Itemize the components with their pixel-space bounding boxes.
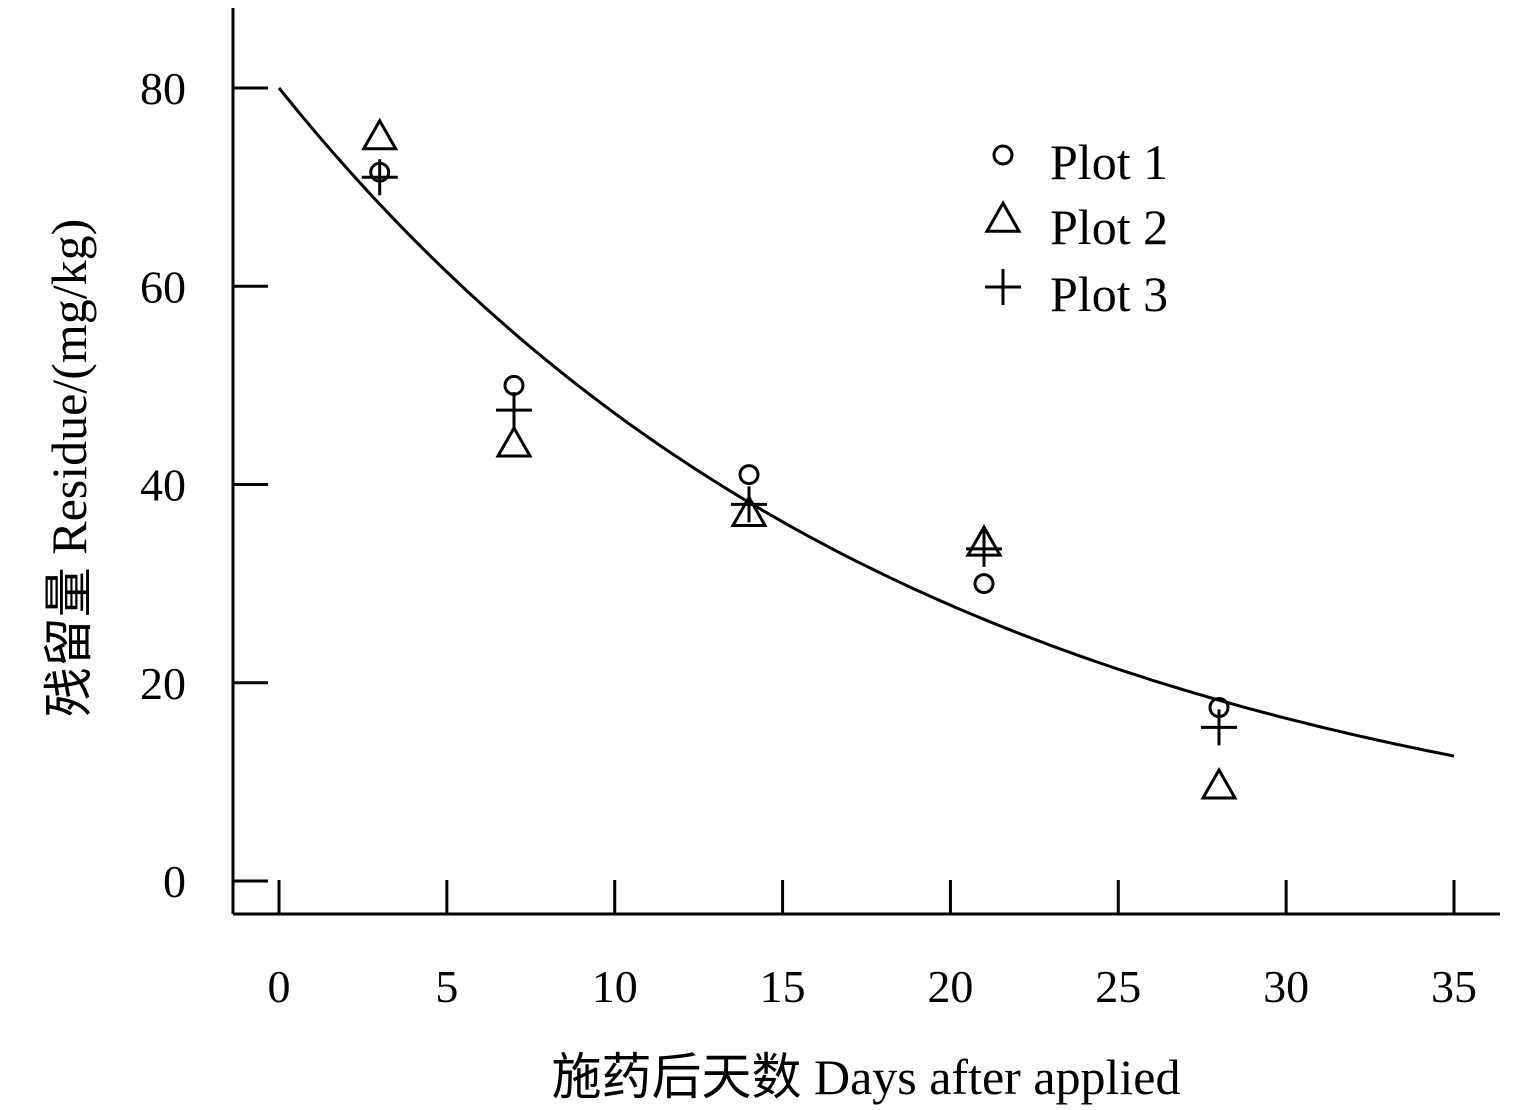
x-tick-label: 35 — [1431, 961, 1477, 1012]
plot-3-point — [496, 392, 532, 429]
y-tick-label: 80 — [140, 63, 186, 114]
x-tick-label: 30 — [1263, 961, 1309, 1012]
axes: 0 20 40 60 80 0 5 10 15 20 25 30 35 — [140, 8, 1500, 1012]
legend-label-plot-1: Plot 1 — [1050, 134, 1168, 190]
x-axis-title: 施药后天数 Days after applied — [551, 1049, 1180, 1105]
plot-1-point — [738, 464, 760, 486]
x-tick-label: 0 — [268, 961, 291, 1012]
y-axis-title: 残留量 Residue/(mg/kg) — [41, 219, 97, 718]
legend-marker-plot-2 — [984, 200, 1022, 233]
x-tick-label: 25 — [1095, 961, 1141, 1012]
x-tick-label: 15 — [760, 961, 806, 1012]
y-tick-label: 0 — [163, 856, 186, 907]
x-ticks: 0 5 10 15 20 25 30 35 — [268, 880, 1477, 1012]
plot-3-point — [361, 159, 398, 196]
plot-2-point — [730, 494, 768, 527]
fit-curve — [277, 87, 1455, 758]
plot-2-point — [495, 425, 533, 458]
y-tick-label: 20 — [140, 658, 186, 709]
y-ticks: 0 20 40 60 80 — [140, 63, 268, 907]
points-layer — [361, 117, 1238, 800]
legend-label-plot-3: Plot 3 — [1050, 266, 1168, 322]
plot-3-point — [731, 486, 767, 523]
fit-curve-layer — [277, 87, 1455, 758]
x-tick-label: 20 — [927, 961, 973, 1012]
plot-3-point — [1201, 709, 1237, 746]
plot-2-point — [361, 117, 399, 151]
plot-2-point — [1200, 767, 1238, 800]
legend-marker-plot-3 — [985, 269, 1021, 305]
legend-label-plot-2: Plot 2 — [1050, 199, 1168, 255]
x-tick-label: 10 — [592, 961, 638, 1012]
plot-1-point — [973, 573, 995, 595]
plot-1-point — [503, 374, 525, 396]
plot-3-point — [966, 530, 1002, 567]
legend: Plot 1 Plot 2 Plot 3 — [984, 134, 1168, 322]
y-tick-label: 40 — [140, 460, 186, 511]
y-tick-label: 60 — [140, 261, 186, 312]
legend-marker-plot-1 — [992, 144, 1014, 166]
x-tick-label: 5 — [435, 961, 458, 1012]
